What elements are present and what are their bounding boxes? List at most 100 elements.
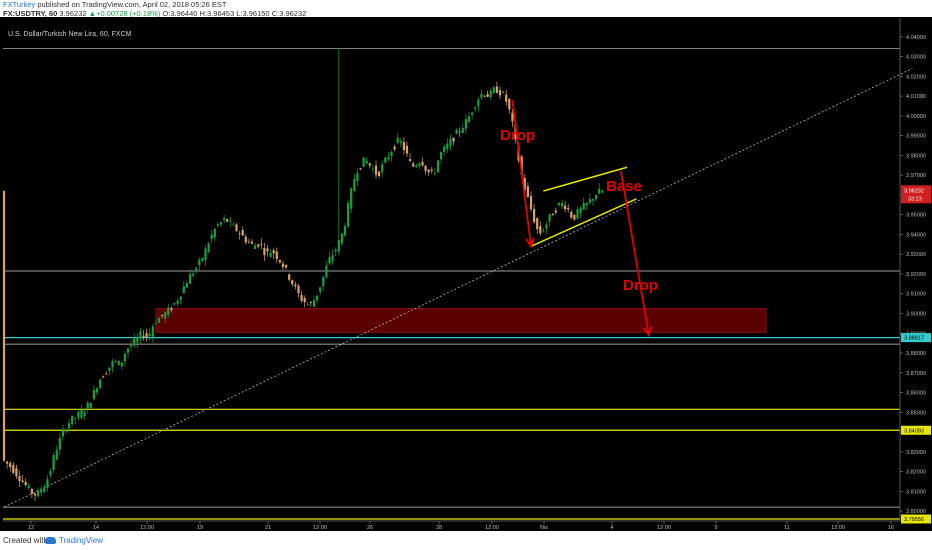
author-link[interactable]: FXTurkey bbox=[3, 0, 36, 9]
price-tick-label: 3.82000 bbox=[906, 470, 926, 476]
candle-body bbox=[204, 248, 207, 261]
chart-area[interactable]: 4.04000 4.03000 4.02000 4.01000 4.00000 3.990… bbox=[0, 17, 932, 531]
price-tick-label: 3.81000 bbox=[906, 489, 926, 495]
candle-body bbox=[297, 285, 300, 294]
candle-body bbox=[452, 137, 455, 142]
level-price-badge bbox=[901, 514, 931, 524]
candle-body bbox=[502, 91, 505, 93]
candle-body bbox=[164, 312, 167, 319]
candle-body bbox=[461, 128, 464, 133]
tradingview-logo[interactable]: TradingView bbox=[45, 536, 103, 545]
candle-body bbox=[455, 129, 458, 134]
candle-body bbox=[347, 203, 350, 227]
wedge-lower-line bbox=[530, 198, 637, 247]
candle-body bbox=[449, 138, 452, 147]
price-chart[interactable]: 4.04000 4.03000 4.02000 4.01000 4.00000 3.990… bbox=[0, 17, 932, 531]
candle-body bbox=[443, 146, 446, 152]
candle-body bbox=[55, 449, 58, 460]
candle-body bbox=[533, 208, 536, 223]
candle-body bbox=[418, 163, 421, 167]
chart-header: FXTurkey published on TradingView.com, A… bbox=[0, 0, 932, 18]
change-arrow-icon: ▲ bbox=[88, 8, 97, 18]
change-value: +0.00728 (+0.18%) bbox=[96, 8, 161, 18]
candle-body bbox=[6, 461, 9, 464]
candle-body bbox=[102, 376, 105, 378]
candle-body bbox=[52, 455, 55, 471]
candle-body bbox=[328, 257, 331, 264]
candle-body bbox=[71, 415, 74, 425]
candle-body bbox=[216, 224, 219, 226]
symbol-label: FX:USDTRY, 60 bbox=[3, 8, 58, 18]
current-price-label: 3.96232 bbox=[904, 188, 924, 194]
candle-body bbox=[489, 90, 492, 98]
level-price-badge bbox=[901, 333, 931, 343]
candle-body bbox=[551, 213, 554, 216]
arrow-head-icon bbox=[642, 326, 653, 338]
candle-body bbox=[167, 307, 170, 316]
price-tick-label: 3.98000 bbox=[906, 153, 926, 159]
time-tick-label: 12:00 bbox=[657, 525, 671, 531]
candle-body bbox=[350, 188, 353, 209]
candle-body bbox=[226, 219, 229, 222]
candle-body bbox=[241, 229, 244, 236]
price-tick-label: 3.83000 bbox=[906, 450, 926, 456]
price-tick-label: 4.00000 bbox=[906, 114, 926, 120]
candle-body bbox=[340, 233, 343, 244]
price-tick-label: 3.95000 bbox=[906, 213, 926, 219]
candle-body bbox=[331, 255, 334, 262]
candle-body bbox=[18, 476, 21, 482]
time-tick-label: 12:00 bbox=[140, 525, 154, 531]
level-price-label: 3.84093 bbox=[904, 428, 924, 434]
candle-body bbox=[229, 221, 232, 223]
candle-body bbox=[399, 140, 402, 143]
candle-body bbox=[402, 142, 405, 151]
candle-body bbox=[498, 90, 502, 96]
time-tick-label: 12 bbox=[28, 525, 34, 531]
price-tick-label: 3.97000 bbox=[906, 173, 926, 179]
candle-body bbox=[192, 273, 195, 276]
candle-body bbox=[365, 160, 368, 164]
candle-body bbox=[185, 283, 188, 288]
candle-body bbox=[424, 165, 427, 171]
candle-body bbox=[545, 224, 548, 229]
candle-body bbox=[223, 218, 226, 221]
candle-body bbox=[368, 163, 371, 166]
price-tick-label: 3.91000 bbox=[906, 292, 926, 298]
price-tick-label: 3.80000 bbox=[906, 509, 926, 515]
candle-body bbox=[523, 178, 526, 190]
candle-body bbox=[362, 157, 365, 167]
candle-body bbox=[244, 236, 247, 243]
candle-body bbox=[46, 479, 49, 488]
candle-body bbox=[263, 247, 266, 256]
candle-body bbox=[86, 402, 89, 409]
candle-body bbox=[582, 203, 585, 210]
drop-arrow-2 bbox=[620, 171, 650, 336]
candle-body bbox=[378, 171, 381, 177]
candle-body bbox=[21, 480, 24, 482]
candle-body bbox=[576, 209, 579, 219]
candle-body bbox=[278, 260, 281, 263]
candle-body bbox=[430, 169, 433, 171]
candle-body bbox=[508, 98, 511, 110]
candle-body bbox=[409, 159, 412, 162]
time-tick-label: 21 bbox=[265, 525, 271, 531]
candle-body bbox=[285, 264, 288, 268]
candle-body bbox=[33, 493, 37, 496]
open-value: O:3.96440 bbox=[162, 8, 198, 18]
price-tick-label: 3.99000 bbox=[906, 134, 926, 140]
candle-body bbox=[92, 389, 95, 400]
candle-body bbox=[173, 303, 176, 305]
candle-body bbox=[161, 314, 164, 317]
candle-body bbox=[334, 249, 337, 252]
candle-body bbox=[145, 333, 148, 338]
candle-body bbox=[471, 112, 474, 115]
time-tick-label: 19 bbox=[197, 525, 203, 531]
candle-body bbox=[427, 169, 430, 173]
candle-body bbox=[257, 244, 260, 247]
candle-body bbox=[595, 195, 598, 200]
candle-body bbox=[440, 152, 443, 160]
candle-body bbox=[27, 485, 30, 489]
price-tick-label: 3.88000 bbox=[906, 351, 926, 357]
candle-body bbox=[247, 241, 250, 243]
level-price-label: 3.79556 bbox=[904, 517, 924, 523]
